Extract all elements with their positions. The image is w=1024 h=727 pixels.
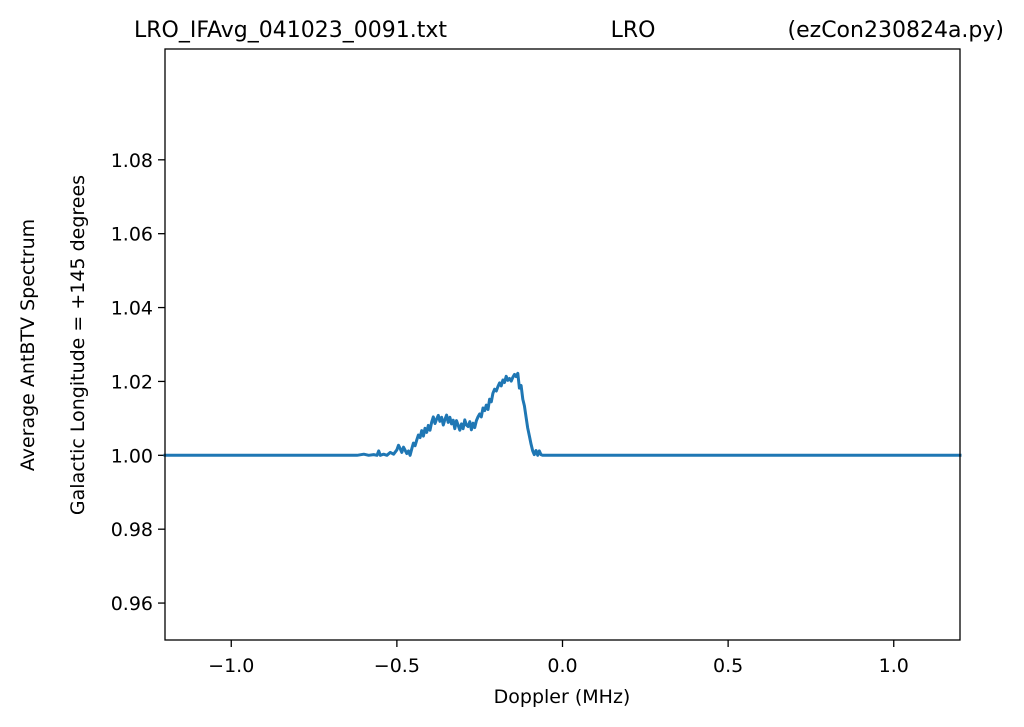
x-tick-label: 0.0 [547, 655, 577, 677]
y-tick-label: 1.04 [111, 298, 153, 320]
title-left: LRO_IFAvg_041023_0091.txt [134, 18, 447, 43]
plot-area [165, 49, 960, 640]
x-tick-label: 1.0 [879, 655, 909, 677]
y-axis-label-line1: Average AntBTV Spectrum [17, 219, 39, 471]
y-tick-label: 0.96 [111, 593, 153, 615]
y-tick-label: 1.08 [111, 150, 153, 172]
title-right: (ezCon230824a.py) [788, 18, 1004, 43]
chart-title: LRO_IFAvg_041023_0091.txt LRO (ezCon2308… [134, 18, 1004, 43]
series-line [163, 371, 962, 457]
x-tick-label: −0.5 [374, 655, 420, 677]
y-axis-ticks: 0.96 0.98 1.00 1.02 1.04 1.06 1.08 [111, 150, 165, 615]
y-tick-label: 1.00 [111, 445, 153, 467]
x-axis-ticks: −1.0 −0.5 0.0 0.5 1.0 [208, 640, 909, 677]
title-center: LRO [611, 18, 656, 43]
x-tick-label: 0.5 [713, 655, 743, 677]
plot-frame [164, 48, 961, 641]
y-tick-label: 1.02 [111, 371, 153, 393]
y-axis-label-line2: Galactic Longitude = +145 degrees [67, 175, 89, 515]
y-tick-label: 1.06 [111, 224, 153, 246]
y-tick-label: 0.98 [111, 519, 153, 541]
x-axis-label: Doppler (MHz) [494, 686, 631, 708]
x-tick-label: −1.0 [208, 655, 254, 677]
